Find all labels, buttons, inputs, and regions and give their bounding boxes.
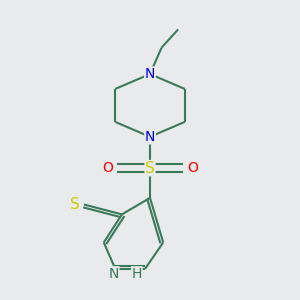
Text: S: S bbox=[145, 161, 155, 176]
Text: H: H bbox=[132, 267, 142, 281]
Text: N: N bbox=[109, 267, 119, 281]
Text: N: N bbox=[145, 67, 155, 81]
Text: O: O bbox=[102, 161, 113, 175]
Text: O: O bbox=[187, 161, 198, 175]
Text: S: S bbox=[70, 197, 80, 212]
Text: N: N bbox=[145, 130, 155, 144]
